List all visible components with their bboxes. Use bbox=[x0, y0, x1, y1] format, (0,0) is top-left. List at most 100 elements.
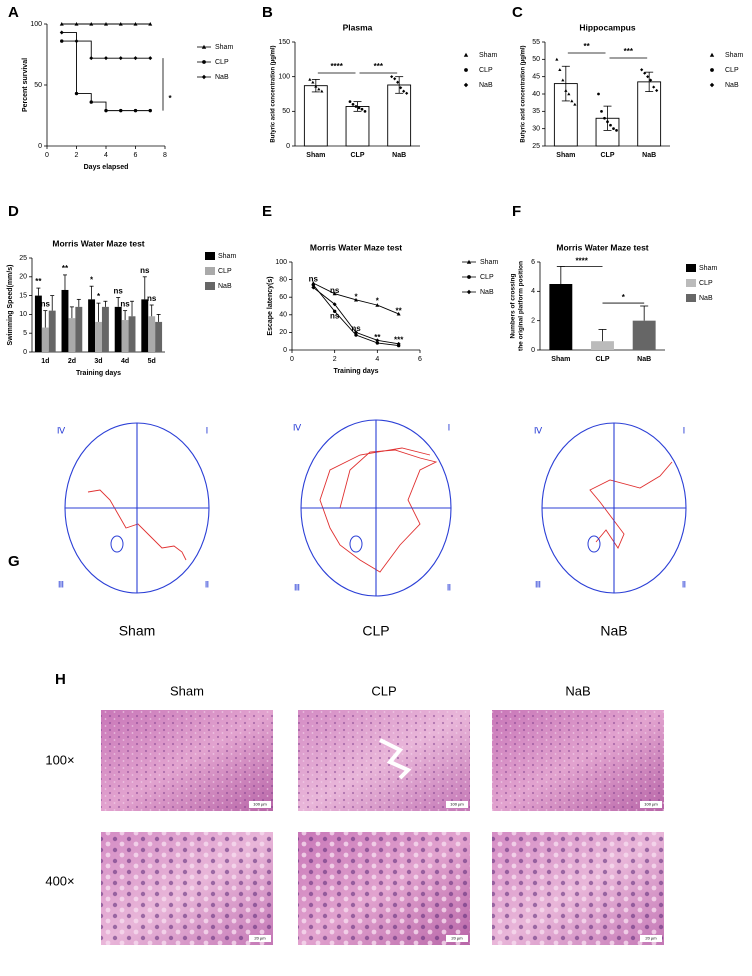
significance: ns bbox=[147, 294, 157, 303]
data-point bbox=[609, 123, 612, 127]
point bbox=[354, 297, 358, 302]
point bbox=[89, 100, 93, 104]
significance: * bbox=[354, 292, 358, 301]
legend-label: NaB bbox=[215, 74, 229, 81]
y-tick-label: 4 bbox=[531, 288, 535, 295]
y-tick-label: 100 bbox=[275, 259, 287, 266]
y-tick-label: 5 bbox=[23, 330, 27, 337]
y-tick-label: 20 bbox=[279, 329, 287, 336]
legend-label: Sham bbox=[215, 44, 233, 51]
point bbox=[89, 56, 94, 61]
y-tick-label: 50 bbox=[532, 56, 540, 63]
y-tick-label: 2 bbox=[531, 318, 535, 325]
significance: ns bbox=[120, 300, 130, 309]
significance: ns bbox=[330, 312, 340, 321]
legend-marker bbox=[201, 44, 207, 49]
row-label: 400× bbox=[45, 873, 74, 888]
significance: * bbox=[97, 292, 101, 301]
platform bbox=[110, 535, 124, 553]
y-tick-label: 80 bbox=[279, 276, 287, 283]
y-tick-label: 20 bbox=[19, 274, 27, 281]
significance: * bbox=[90, 275, 94, 284]
significance: **** bbox=[330, 62, 343, 71]
point bbox=[133, 108, 138, 113]
data-point bbox=[357, 106, 361, 110]
legend-marker bbox=[464, 68, 468, 72]
data-point bbox=[597, 92, 600, 96]
legend-label: NaB bbox=[699, 295, 713, 302]
point bbox=[119, 108, 123, 113]
point bbox=[104, 22, 108, 26]
point bbox=[311, 283, 316, 287]
y-tick-label: 0 bbox=[283, 347, 287, 354]
scale-bar-label: 20 µm bbox=[451, 936, 463, 941]
legend-label: NaB bbox=[725, 82, 739, 89]
panel-g-tracks bbox=[87, 447, 673, 573]
y-tick-label: 40 bbox=[279, 312, 287, 319]
point bbox=[396, 311, 401, 316]
point bbox=[133, 56, 138, 61]
data-point bbox=[320, 89, 324, 93]
data-point bbox=[558, 68, 562, 72]
significance: ns bbox=[351, 324, 361, 333]
significance: ns bbox=[309, 275, 319, 284]
y-tick-label: 0 bbox=[286, 143, 290, 150]
y-tick-label: 50 bbox=[34, 82, 42, 89]
x-tick-label: 4d bbox=[121, 358, 129, 365]
quadrant-label: Ⅰ bbox=[206, 425, 209, 435]
data-point bbox=[573, 102, 577, 106]
legend-marker bbox=[467, 275, 471, 279]
quadrant-label: Ⅳ bbox=[293, 422, 302, 432]
legend-label: Sham bbox=[479, 52, 497, 59]
x-tick-label: 2 bbox=[333, 356, 337, 363]
data-point bbox=[396, 80, 400, 84]
y-tick-label: 0 bbox=[38, 143, 42, 150]
significance: ** bbox=[584, 42, 591, 51]
data-point bbox=[348, 100, 352, 103]
scale-bar-box bbox=[249, 935, 271, 942]
point bbox=[396, 341, 401, 346]
platform bbox=[587, 535, 601, 553]
data-point bbox=[643, 71, 647, 75]
panel-letter: F bbox=[512, 203, 521, 220]
panel-letter: B bbox=[262, 4, 273, 21]
data-point bbox=[317, 87, 321, 91]
data-point bbox=[555, 57, 559, 61]
y-tick-label: 0 bbox=[531, 347, 535, 354]
legend-swatch bbox=[205, 252, 215, 260]
y-tick-label: 6 bbox=[531, 259, 535, 266]
point bbox=[332, 302, 337, 307]
x-tick-label: NaB bbox=[392, 152, 406, 159]
y-tick-label: 60 bbox=[279, 294, 287, 301]
significance: ns bbox=[41, 300, 51, 309]
data-point bbox=[600, 109, 603, 113]
scale-bar-box bbox=[446, 935, 468, 942]
x-tick-label: 4 bbox=[104, 152, 108, 159]
bar bbox=[128, 316, 136, 352]
legend-marker bbox=[202, 60, 206, 64]
bar bbox=[68, 318, 76, 352]
data-point bbox=[561, 78, 565, 82]
x-axis-label: Days elapsed bbox=[84, 164, 129, 171]
significance: ** bbox=[374, 333, 381, 342]
legend-marker bbox=[463, 52, 469, 57]
x-tick-label: 6 bbox=[418, 356, 422, 363]
data-point bbox=[390, 75, 394, 79]
legend-label: CLP bbox=[480, 274, 494, 281]
quadrant-label: Ⅳ bbox=[534, 425, 543, 435]
x-tick-label: 2d bbox=[68, 358, 76, 365]
quadrant-label: Ⅳ bbox=[57, 425, 66, 435]
panel-letter: E bbox=[262, 203, 272, 220]
point bbox=[133, 22, 138, 26]
point bbox=[59, 22, 64, 26]
chart-title: Morris Water Maze test bbox=[52, 238, 144, 248]
x-tick-label: 4 bbox=[375, 356, 379, 363]
caption: NaB bbox=[600, 623, 627, 639]
legend-label: Sham bbox=[699, 265, 717, 272]
point bbox=[59, 30, 64, 35]
x-tick-label: CLP bbox=[596, 356, 610, 363]
chart-title: Morris Water Maze test bbox=[310, 242, 402, 252]
panel-letter: C bbox=[512, 4, 523, 21]
chart-title: Morris Water Maze test bbox=[556, 242, 648, 252]
bar bbox=[88, 299, 96, 352]
